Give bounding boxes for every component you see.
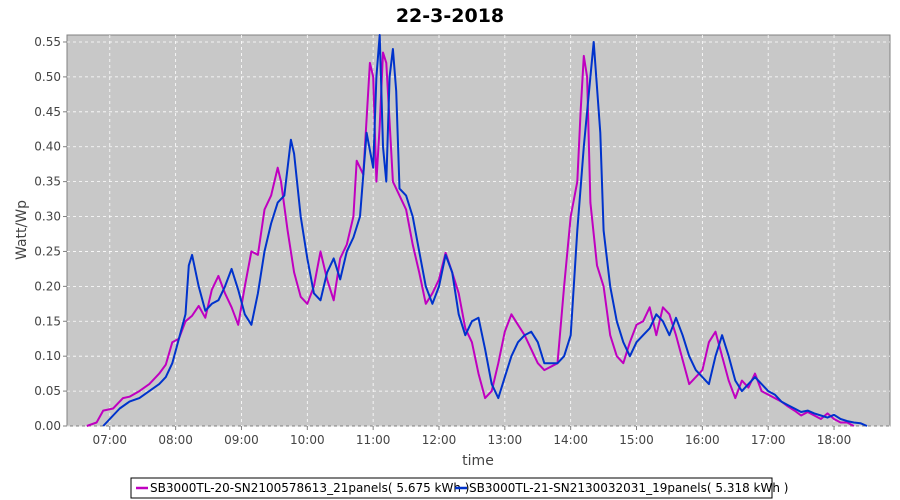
x-axis-label: time (462, 453, 494, 469)
legend-label-2: SB3000TL-21-SN2130032031_19panels( 5.318… (469, 481, 788, 495)
x-tick-label: 15:00 (619, 433, 654, 447)
y-tick-label: 0.25 (34, 244, 61, 258)
plot-area (67, 35, 890, 426)
y-axis-label: Watt/Wp (14, 200, 30, 260)
x-tick-label: 08:00 (158, 433, 193, 447)
y-tick-label: 0.35 (34, 175, 61, 189)
y-tick-label: 0.50 (34, 70, 61, 84)
x-tick-label: 10:00 (290, 433, 325, 447)
x-tick-label: 17:00 (751, 433, 786, 447)
legend: SB3000TL-20-SN2100578613_21panels( 5.675… (131, 478, 788, 498)
x-tick-label: 18:00 (817, 433, 852, 447)
x-tick-label: 07:00 (92, 433, 127, 447)
y-tick-label: 0.40 (34, 140, 61, 154)
y-axis-ticks: 0.00 0.05 0.10 0.15 0.20 0.25 0.30 0.35 0.40 0.45… (34, 35, 67, 433)
y-tick-label: 0.55 (34, 35, 61, 49)
x-tick-label: 11:00 (356, 433, 391, 447)
y-tick-label: 0.10 (34, 349, 61, 363)
y-tick-label: 0.20 (34, 279, 61, 293)
legend-label-1: SB3000TL-20-SN2100578613_21panels( 5.675… (150, 481, 469, 495)
plot-background (67, 35, 890, 426)
x-tick-label: 14:00 (553, 433, 588, 447)
x-tick-label: 12:00 (422, 433, 457, 447)
y-tick-label: 0.15 (34, 314, 61, 328)
x-tick-label: 13:00 (488, 433, 523, 447)
x-tick-label: 16:00 (685, 433, 720, 447)
y-tick-label: 0.45 (34, 105, 61, 119)
chart-title: 22-3-2018 (396, 5, 504, 27)
x-axis-ticks: 07:00 08:00 09:00 10:00 11:00 12:00 13:00 14:00… (92, 426, 851, 447)
y-tick-label: 0.05 (34, 384, 61, 398)
y-tick-label: 0.00 (34, 419, 61, 433)
x-tick-label: 09:00 (224, 433, 259, 447)
y-tick-label: 0.30 (34, 210, 61, 224)
